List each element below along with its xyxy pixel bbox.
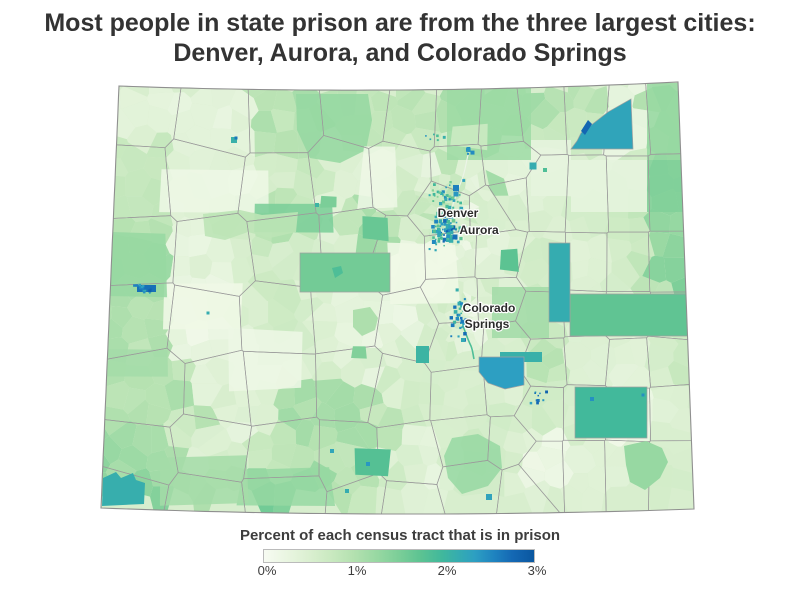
svg-text:Aurora: Aurora <box>459 223 499 237</box>
svg-text:Springs: Springs <box>465 317 510 331</box>
svg-text:Colorado: Colorado <box>463 301 516 315</box>
svg-text:Denver: Denver <box>438 206 479 220</box>
